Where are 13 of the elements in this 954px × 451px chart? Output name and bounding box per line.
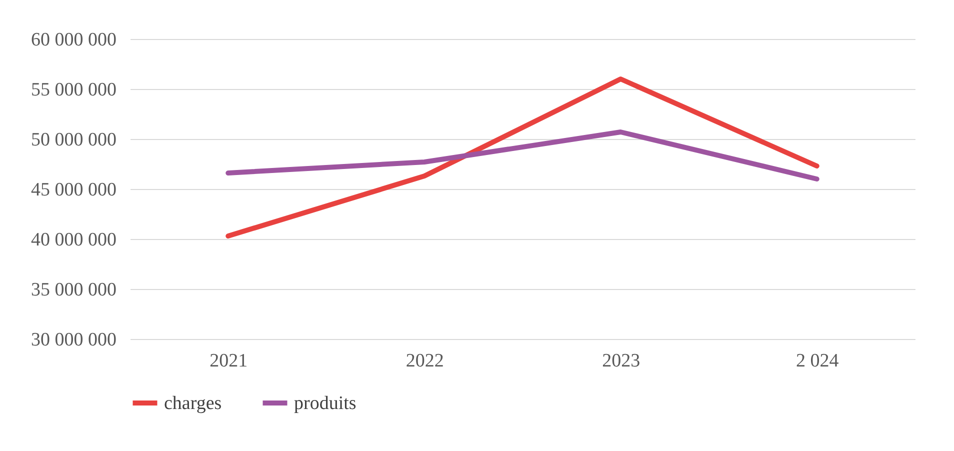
x-tick-label: 2021 [210, 350, 248, 372]
legend-label: produits [294, 393, 356, 414]
legend-label: charges [164, 393, 222, 414]
x-tick-label: 2022 [406, 350, 444, 372]
x-tick-label: 2023 [602, 350, 640, 372]
y-tick-label: 50 000 000 [31, 130, 116, 150]
x-tick-label: 2 024 [796, 350, 840, 372]
y-tick-label: 55 000 000 [31, 80, 116, 100]
y-tick-label: 35 000 000 [31, 280, 116, 300]
y-tick-label: 60 000 000 [31, 30, 116, 50]
y-tick-label: 30 000 000 [31, 330, 116, 350]
y-tick-label: 40 000 000 [31, 230, 116, 250]
y-tick-label: 45 000 000 [31, 180, 116, 200]
